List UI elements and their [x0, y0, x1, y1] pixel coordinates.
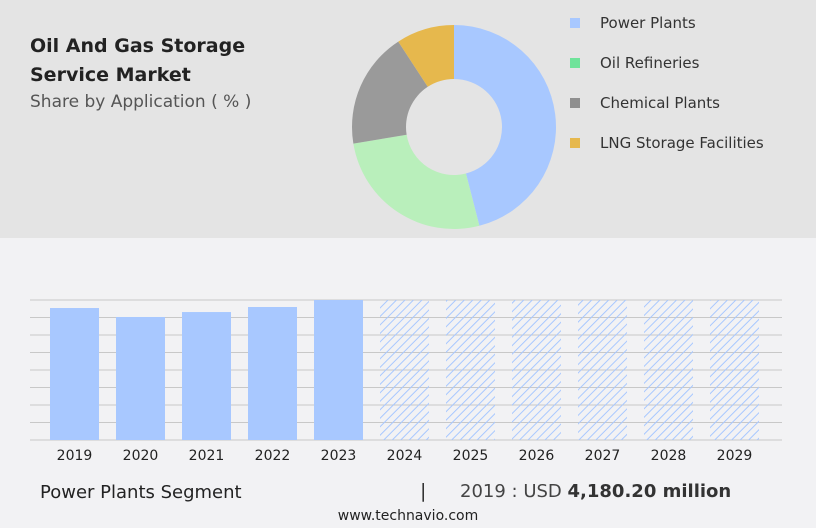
donut-slice-chemical-plants — [352, 41, 428, 144]
source-url[interactable]: www.technavio.com — [337, 508, 479, 524]
x-tick-label: 2029 — [717, 448, 753, 464]
value-amount: 4,180.20 million — [567, 481, 732, 502]
x-tick-label: 2024 — [387, 448, 423, 464]
bar-chart: 2019 2020 2021 2022 2023 2024 2025 2026 2027 2028… — [30, 299, 782, 464]
legend-swatch — [570, 138, 580, 148]
x-tick-label: 2023 — [321, 448, 357, 464]
x-tick-label: 2027 — [585, 448, 621, 464]
x-tick-label: 2022 — [255, 448, 291, 464]
legend-swatch — [570, 58, 580, 68]
bar-2023 — [314, 300, 363, 440]
forecast-bar-2028 — [644, 300, 693, 440]
donut-slice-oil-refineries — [353, 134, 480, 229]
legend-label: LNG Storage Facilities — [600, 134, 764, 152]
forecast-bar-2029 — [710, 300, 759, 440]
separator: | — [420, 480, 427, 502]
donut-slice-lng-storage-facilities — [398, 25, 454, 87]
x-tick-label: 2021 — [189, 448, 225, 464]
segment-label: Power Plants Segment — [40, 482, 242, 503]
legend-label: Oil Refineries — [600, 54, 700, 72]
bar-2022 — [248, 307, 297, 440]
legend-item: Power Plants — [570, 14, 696, 32]
page-title: Oil And Gas Storage Service Market — [30, 35, 246, 86]
donut-slice-power-plants — [454, 25, 556, 226]
legend-item: LNG Storage Facilities — [570, 134, 764, 152]
legend-label: Power Plants — [600, 14, 696, 32]
x-tick-label: 2025 — [453, 448, 489, 464]
legend-label: Chemical Plants — [600, 94, 720, 112]
donut-chart — [352, 25, 556, 229]
forecast-bar-2027 — [578, 300, 627, 440]
forecast-bar-2024 — [380, 300, 429, 440]
forecast-bar-2025 — [446, 300, 495, 440]
legend-item: Chemical Plants — [570, 94, 720, 112]
x-tick-label: 2020 — [123, 448, 159, 464]
bar-2020 — [116, 316, 165, 440]
forecast-bar-2026 — [512, 300, 561, 440]
legend-swatch — [570, 18, 580, 28]
x-tick-label: 2028 — [651, 448, 687, 464]
x-tick-label: 2019 — [57, 448, 93, 464]
year-label: 2019 : USD — [460, 481, 562, 502]
legend-item: Oil Refineries — [570, 54, 699, 72]
x-tick-label: 2026 — [519, 448, 555, 464]
segment-value: 2019 : USD 4,180.20 million — [460, 481, 731, 502]
legend-swatch — [570, 98, 580, 108]
bar-2021 — [182, 312, 231, 440]
page-subtitle: Share by Application ( % ) — [30, 92, 252, 112]
bar-2019 — [50, 308, 99, 440]
